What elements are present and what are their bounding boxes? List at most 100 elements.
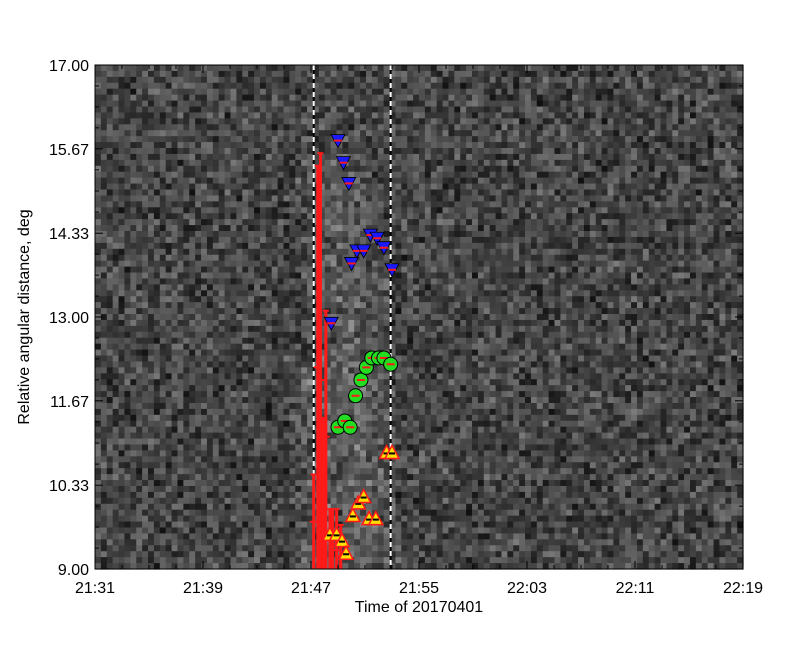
map-cell — [230, 124, 237, 131]
map-cell — [401, 112, 408, 119]
map-cell — [189, 76, 196, 84]
map-cell — [731, 153, 738, 161]
map-cell — [413, 165, 420, 173]
map-cell — [601, 76, 609, 84]
map-cell — [118, 153, 126, 161]
map-cell — [265, 325, 273, 333]
map-cell — [201, 171, 208, 179]
map-cell — [572, 231, 579, 238]
map-cell — [560, 248, 567, 256]
map-cell — [201, 183, 208, 191]
map-cell — [448, 195, 455, 202]
map-cell — [395, 106, 402, 114]
map-cell — [254, 76, 261, 84]
map-cell — [136, 183, 143, 191]
map-cell — [460, 260, 467, 268]
map-cell — [383, 325, 391, 333]
map-cell — [601, 207, 609, 214]
map-cell — [737, 284, 744, 291]
map-cell — [342, 124, 349, 131]
map-cell — [566, 278, 573, 285]
map-cell — [448, 165, 455, 173]
map-cell — [383, 65, 391, 72]
map-cell — [513, 76, 520, 84]
map-cell — [554, 236, 561, 244]
map-cell — [548, 88, 556, 96]
map-cell — [195, 88, 202, 96]
map-cell — [613, 213, 620, 220]
map-cell — [666, 177, 673, 185]
map-cell — [218, 118, 226, 125]
map-cell — [371, 76, 379, 84]
map-cell — [212, 136, 220, 143]
map-cell — [660, 183, 668, 191]
map-cell — [212, 254, 220, 262]
map-cell — [336, 296, 344, 303]
map-cell — [625, 112, 632, 119]
map-cell — [613, 236, 620, 244]
map-cell — [165, 290, 173, 297]
map-cell — [195, 266, 202, 274]
map-cell — [466, 319, 473, 327]
map-cell — [689, 242, 697, 250]
map-cell — [159, 165, 167, 173]
map-cell — [365, 219, 373, 226]
map-cell — [513, 100, 520, 108]
map-cell — [407, 231, 414, 238]
map-cell — [719, 236, 726, 244]
map-cell — [342, 94, 349, 102]
map-cell — [430, 302, 438, 309]
map-cell — [130, 219, 137, 226]
map-cell — [236, 201, 243, 208]
map-cell — [365, 290, 373, 297]
map-cell — [289, 242, 296, 250]
map-cell — [283, 254, 290, 262]
map-cell — [513, 325, 520, 333]
map-cell — [448, 65, 455, 72]
map-cell — [407, 254, 414, 262]
map-cell — [277, 165, 285, 173]
map-cell — [572, 207, 579, 214]
map-cell — [601, 159, 609, 167]
map-cell — [354, 171, 361, 179]
map-cell — [307, 153, 314, 161]
map-cell — [684, 65, 691, 72]
map-cell — [625, 159, 632, 167]
map-cell — [312, 219, 320, 226]
map-cell — [424, 242, 432, 250]
map-cell — [601, 183, 609, 191]
map-cell — [389, 153, 397, 161]
map-cell — [713, 195, 721, 202]
map-cell — [301, 236, 308, 244]
map-cell — [595, 112, 603, 119]
map-cell — [654, 183, 662, 191]
map-cell — [625, 325, 632, 333]
map-cell — [224, 236, 232, 244]
map-cell — [201, 70, 208, 78]
map-cell — [360, 153, 367, 161]
map-cell — [695, 219, 703, 226]
map-cell — [153, 236, 161, 244]
map-cell — [389, 189, 397, 197]
map-cell — [389, 148, 397, 155]
map-cell — [613, 325, 620, 333]
map-cell — [466, 290, 473, 297]
map-cell — [159, 88, 167, 96]
map-cell — [448, 70, 455, 78]
map-cell — [477, 308, 485, 315]
map-cell — [707, 88, 715, 96]
map-cell — [153, 195, 161, 202]
map-cell — [501, 242, 508, 250]
map-cell — [142, 136, 149, 143]
map-cell — [684, 325, 691, 333]
map-cell — [377, 195, 385, 202]
map-cell — [707, 284, 715, 291]
map-cell — [583, 290, 591, 297]
map-cell — [460, 302, 467, 309]
map-cell — [678, 319, 685, 327]
map-cell — [731, 207, 738, 214]
map-cell — [625, 260, 632, 268]
map-cell — [124, 153, 131, 161]
map-cell — [401, 308, 408, 315]
map-cell — [230, 213, 237, 220]
